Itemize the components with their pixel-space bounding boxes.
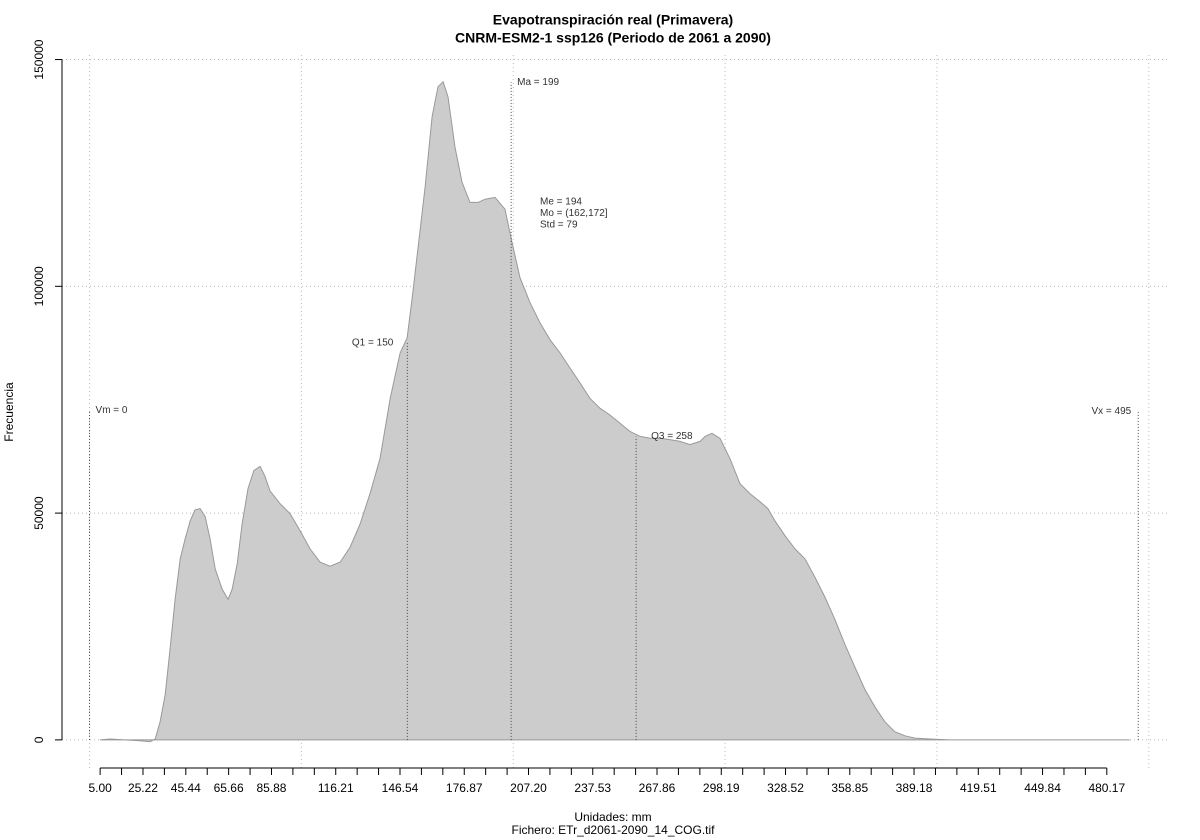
stats-label: Me = 194 [540, 197, 582, 208]
x-tick-label: 5.00 [88, 781, 112, 795]
chart-subtitle: CNRM-ESM2-1 ssp126 (Periodo de 2061 a 20… [455, 30, 771, 46]
stats-label: Mo = (162,172] [540, 208, 608, 219]
caption: Fichero: ETr_d2061-2090_14_COG.tif [512, 823, 716, 837]
x-tick-label: 25.22 [128, 781, 158, 795]
x-tick-label: 449.84 [1024, 781, 1061, 795]
y-tick-label: 50000 [32, 496, 46, 530]
x-tick-label: 389.18 [896, 781, 933, 795]
annotation-label: Q1 = 150 [352, 338, 394, 349]
stats-label: Std = 79 [540, 220, 578, 231]
x-tick-label: 116.21 [318, 781, 354, 795]
annotation-label: Q3 = 258 [651, 431, 693, 442]
annotation-label: Vx = 495 [1091, 406, 1131, 417]
x-tick-label: 328.52 [767, 781, 804, 795]
y-tick-label: 150000 [32, 39, 46, 79]
y-tick-label: 100000 [32, 266, 46, 306]
x-tick-label: 237.53 [574, 781, 611, 795]
x-tick-label: 85.88 [256, 781, 286, 795]
y-axis-label: Frecuencia [2, 382, 16, 442]
x-axis-label: Unidades: mm [574, 810, 651, 824]
x-tick-label: 298.19 [703, 781, 740, 795]
x-tick-label: 358.85 [831, 781, 868, 795]
x-tick-label: 267.86 [639, 781, 676, 795]
annotation-label: Vm = 0 [96, 405, 128, 416]
annotation-label: Ma = 199 [517, 77, 559, 88]
x-tick-label: 176.87 [446, 781, 483, 795]
x-tick-label: 65.66 [214, 781, 244, 795]
chart-title: Evapotranspiración real (Primavera) [493, 12, 733, 28]
y-tick-label: 0 [32, 736, 46, 743]
area [100, 80, 1130, 743]
x-tick-label: 45.44 [171, 781, 201, 795]
x-tick-label: 419.51 [960, 781, 997, 795]
x-tick-label: 207.20 [510, 781, 547, 795]
x-tick-label: 146.54 [382, 781, 419, 795]
x-tick-label: 480.17 [1088, 781, 1125, 795]
